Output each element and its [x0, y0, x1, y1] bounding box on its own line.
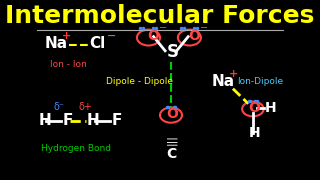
Text: H: H — [38, 113, 51, 128]
Text: H: H — [249, 126, 261, 140]
Text: Na: Na — [45, 36, 68, 51]
Text: |||: ||| — [166, 134, 177, 145]
Text: Na: Na — [211, 74, 234, 89]
Text: −: − — [159, 23, 167, 33]
Text: F: F — [63, 113, 73, 128]
Text: C: C — [166, 147, 176, 161]
Text: δ⁻: δ⁻ — [53, 102, 64, 112]
Text: Ion - Ion: Ion - Ion — [50, 60, 86, 69]
Text: +: + — [228, 69, 238, 79]
Text: Ion-Dipole: Ion-Dipole — [237, 77, 283, 86]
Text: O: O — [147, 29, 159, 43]
Text: H: H — [87, 113, 100, 128]
Text: −: − — [200, 23, 208, 33]
Text: S: S — [166, 43, 178, 61]
Text: H: H — [264, 101, 276, 115]
Text: O: O — [249, 101, 260, 115]
Text: O: O — [166, 107, 178, 121]
Text: Dipole - Dipole: Dipole - Dipole — [106, 77, 173, 86]
Text: Hydrogen Bond: Hydrogen Bond — [41, 144, 111, 153]
Text: −: − — [107, 31, 116, 41]
Text: δ+: δ+ — [79, 102, 93, 112]
Text: F: F — [111, 113, 122, 128]
Text: O: O — [188, 29, 200, 43]
Text: Intermolecular Forces: Intermolecular Forces — [5, 4, 315, 28]
Text: Cl: Cl — [90, 36, 106, 51]
Text: +: + — [61, 31, 71, 41]
